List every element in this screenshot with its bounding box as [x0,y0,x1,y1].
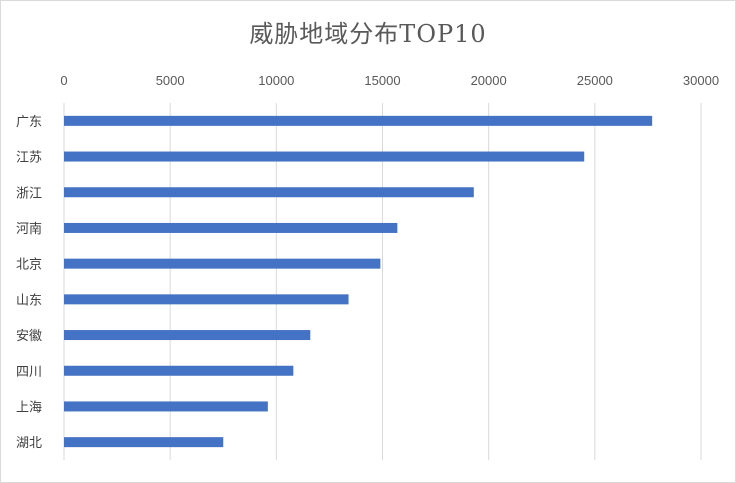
category-label: 上海 [16,400,42,415]
category-label: 山东 [16,293,42,308]
x-tick-label: 5000 [156,73,185,88]
category-label: 湖北 [16,436,42,451]
bar-6 [64,294,349,305]
bar-2 [64,151,585,162]
bar-4 [64,222,398,233]
category-label: 四川 [16,365,42,380]
bar-1 [64,115,653,126]
x-tick-label: 10000 [258,73,294,88]
x-tick-label: 20000 [471,73,507,88]
x-tick-label: 30000 [683,73,719,88]
category-label: 广东 [16,115,42,130]
category-label: 河南 [16,221,42,237]
bar-7 [64,330,311,341]
category-label: 江苏 [16,150,42,166]
bar-3 [64,187,474,198]
chart-title: 威胁地域分布TOP10 [249,20,487,48]
x-tick-label: 15000 [364,73,400,88]
bar-10 [64,437,224,448]
x-tick-label: 25000 [577,73,613,88]
bar-8 [64,365,294,376]
x-tick-label: 0 [60,73,67,88]
bar-5 [64,258,381,269]
category-label: 安徽 [16,329,42,344]
bar-9 [64,401,268,412]
category-label: 北京 [16,258,42,273]
category-label: 浙江 [16,186,42,201]
